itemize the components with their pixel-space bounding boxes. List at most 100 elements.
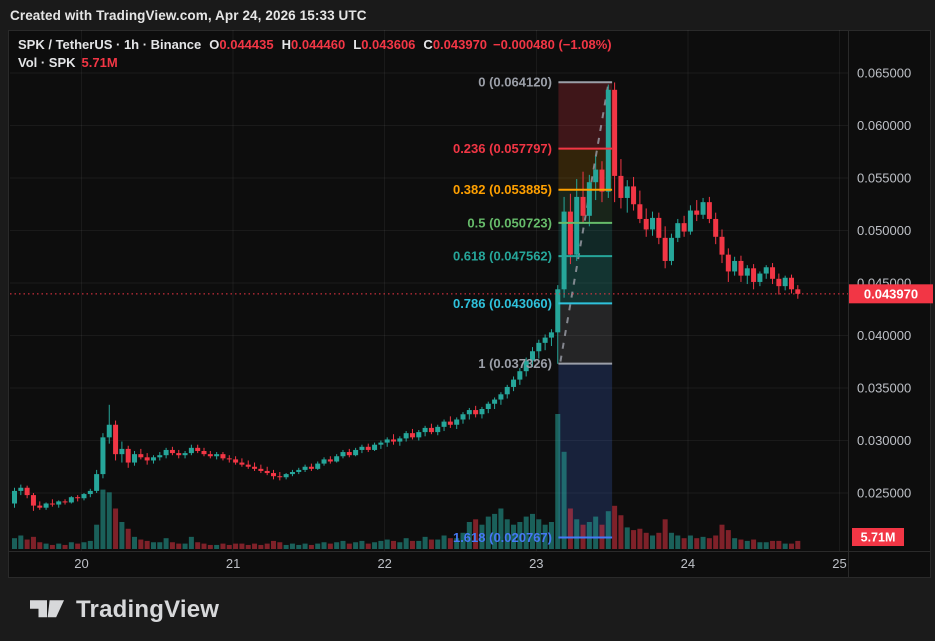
- candle-body: [125, 448, 131, 463]
- candle-body: [56, 501, 62, 505]
- volume-bar: [795, 540, 801, 549]
- candle-body: [239, 462, 245, 465]
- candle-body: [428, 427, 434, 433]
- candle-body: [346, 452, 352, 456]
- volume-bar: [264, 543, 270, 549]
- volume-bar: [403, 538, 409, 549]
- candle-body: [466, 410, 472, 415]
- volume-bar: [220, 543, 226, 549]
- candle-body: [30, 495, 36, 506]
- candle-body: [637, 204, 643, 219]
- volume-bar: [618, 515, 624, 549]
- candle-body: [732, 260, 738, 272]
- candle-body: [763, 267, 769, 274]
- fib-label-0.786: 0.786 (0.043060): [453, 296, 552, 311]
- candle-body: [372, 444, 378, 450]
- volume-bar: [694, 538, 700, 549]
- volume-bar: [757, 542, 763, 549]
- candle-body: [643, 218, 649, 230]
- volume-bar: [593, 516, 599, 549]
- candle-body: [365, 446, 371, 450]
- candle-body: [87, 490, 93, 495]
- volume-bar: [308, 544, 314, 549]
- volume-bar: [378, 540, 384, 549]
- fib-zone-0.618: [558, 256, 613, 304]
- volume-bar: [226, 544, 232, 549]
- candle-body: [681, 223, 687, 232]
- symbol-legend[interactable]: SPK / TetherUS · 1h · Binance O0.044435 …: [18, 36, 612, 72]
- candle-body: [24, 487, 30, 496]
- price-tick-label: 0.065000: [857, 66, 911, 81]
- volume-bar: [391, 540, 397, 549]
- attribution-text: Created with TradingView.com, Apr 24, 20…: [10, 7, 367, 23]
- volume-bar: [94, 524, 100, 549]
- candle-body: [776, 278, 782, 287]
- volume-bar: [422, 536, 428, 549]
- volume-bar: [125, 528, 131, 549]
- volume-bar: [138, 539, 144, 549]
- candle-body: [245, 464, 251, 467]
- candle-body: [788, 277, 794, 290]
- volume-bar: [504, 519, 510, 549]
- candle-body: [694, 210, 700, 215]
- volume-bar: [529, 513, 535, 549]
- candle-body: [113, 424, 119, 455]
- candle-body: [100, 437, 106, 475]
- high-value: H0.044460: [281, 37, 346, 52]
- candle-body: [43, 503, 49, 508]
- volume-bar: [43, 543, 49, 549]
- volume-bar: [498, 508, 504, 549]
- candle-body: [258, 468, 264, 471]
- volume-bar: [258, 544, 264, 549]
- last-price-badge: [849, 284, 933, 304]
- volume-bar: [302, 543, 308, 549]
- volume-bar: [409, 540, 415, 549]
- volume-bar: [334, 542, 340, 549]
- candle-body: [308, 466, 314, 469]
- price-scale[interactable]: 0.0650000.0600000.0550000.0500000.045000…: [857, 66, 911, 501]
- volume-bar: [150, 542, 156, 549]
- volume-bar: [270, 540, 276, 549]
- candle-body: [201, 451, 207, 455]
- candle-body: [593, 169, 599, 183]
- volume-bar: [239, 543, 245, 549]
- volume-bar: [163, 538, 169, 549]
- candle-body: [252, 466, 258, 469]
- candle-body: [624, 186, 630, 198]
- volume-bar: [132, 536, 138, 549]
- volume-bar: [428, 539, 434, 549]
- candle-body: [359, 446, 365, 450]
- fib-label-1: 1 (0.037326): [478, 356, 552, 371]
- chart-panel[interactable]: [8, 30, 931, 578]
- volume-bar: [466, 522, 472, 549]
- candle-body: [214, 454, 220, 457]
- time-scale[interactable]: 20 21 22 23 24 25: [74, 556, 847, 571]
- candle-body: [18, 487, 24, 491]
- candle-body: [479, 409, 485, 415]
- volume-bar: [233, 543, 239, 549]
- volume-label: Vol · SPK: [18, 55, 76, 70]
- tradingview-logo[interactable]: TradingView: [0, 595, 219, 625]
- volume-bar: [605, 511, 611, 549]
- volume-bar: [675, 535, 681, 549]
- volume-bar: [732, 538, 738, 549]
- last-price-badge-text: 0.043970: [864, 286, 918, 301]
- volume-badge-text: 5.71M: [861, 531, 896, 545]
- candle-body: [719, 236, 725, 255]
- volume-bar: [340, 540, 346, 549]
- price-tick-label: 0.060000: [857, 118, 911, 133]
- candle-body: [675, 223, 681, 238]
- candle-body: [523, 360, 529, 372]
- volume-bar: [713, 535, 719, 549]
- attribution-bar: Created with TradingView.com, Apr 24, 20…: [0, 0, 935, 30]
- fib-zone-0.786: [558, 303, 613, 364]
- candle-body: [68, 497, 74, 503]
- candle-body: [744, 268, 750, 276]
- candle-body: [409, 433, 415, 438]
- volume-bar: [687, 535, 693, 549]
- volume-bar: [719, 524, 725, 549]
- volume-bar: [776, 540, 782, 549]
- candles: [12, 82, 801, 511]
